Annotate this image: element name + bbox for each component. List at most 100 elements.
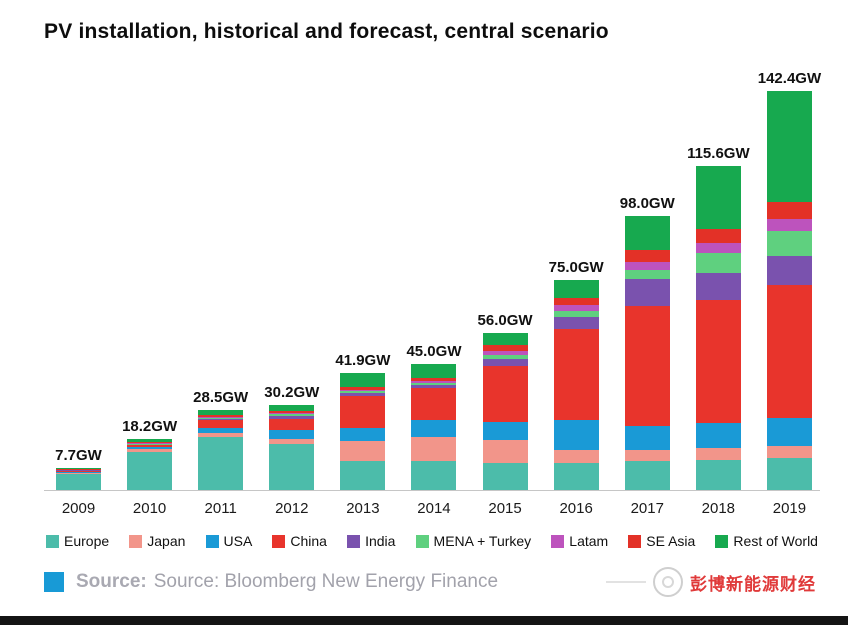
x-tick-2010: 2010 [132, 500, 167, 517]
bar-column-2013: 41.9GW [335, 352, 390, 490]
legend-label-rest-of-world: Rest of World [733, 533, 818, 549]
bar-segment-latam [127, 443, 173, 445]
bar-segment-japan [56, 472, 101, 475]
watermark-logo-icon [653, 567, 683, 597]
bar-segment-rest-of-world [269, 405, 315, 412]
bar-segment-china [127, 445, 173, 447]
legend-swatch-china [272, 534, 286, 548]
bar-segment-latam [269, 413, 315, 415]
bar-segment-latam [411, 380, 457, 384]
bar-segment-europe [766, 457, 812, 490]
bar-segment-latam [766, 219, 812, 232]
bar-segment-china [411, 388, 457, 421]
legend-swatch-europe [46, 534, 59, 548]
bar-segment-usa [269, 429, 315, 439]
bar-total-label-2014: 45.0GW [406, 343, 462, 361]
bar-segment-usa [482, 422, 528, 440]
chart-title: PV installation, historical and forecast… [44, 20, 609, 43]
legend-item-mena-turkey: MENA + Turkey [415, 533, 532, 549]
bar-column-2009: 7.7GW [55, 447, 102, 490]
bar-segment-mena-turkey [766, 231, 812, 256]
bar-segment-china [624, 306, 670, 427]
bar-column-2011: 28.5GW [193, 389, 248, 490]
bar-segment-rest-of-world [411, 364, 457, 378]
x-tick-2016: 2016 [559, 500, 593, 517]
bar-segment-china [340, 396, 386, 429]
bar-segment-se-asia [127, 442, 173, 444]
x-tick-2012: 2012 [275, 500, 309, 517]
stacked-bar-2009 [56, 468, 101, 490]
bar-total-label-2010: 18.2GW [122, 417, 178, 435]
source-text: Source: Bloomberg New Energy Finance [153, 571, 499, 592]
legend-item-latam: Latam [551, 533, 608, 549]
bar-segment-india [198, 418, 244, 421]
bar-segment-latam [482, 351, 528, 355]
legend-label-europe: Europe [64, 533, 110, 549]
stacked-bar-2010 [127, 438, 173, 490]
bar-segment-mena-turkey [695, 252, 741, 273]
bar-segment-latam [695, 243, 741, 253]
bar-total-label-2017: 98.0GW [619, 194, 675, 212]
bar-segment-europe [340, 460, 386, 490]
bar-segment-usa [340, 428, 386, 442]
bar-segment-mena-turkey [411, 383, 457, 386]
source-label: Source: [76, 571, 147, 592]
legend-label-se-asia: SE Asia [646, 533, 696, 549]
x-tick-2011: 2011 [204, 500, 237, 517]
bar-segment-japan [482, 439, 528, 464]
stacked-bar-2011 [198, 410, 244, 490]
x-tick-2018: 2018 [701, 500, 736, 517]
bar-segment-india [553, 317, 599, 330]
watermark: 彭博新能源财经 [606, 567, 820, 597]
bar-segment-usa [198, 427, 244, 434]
legend-swatch-mena-turkey [415, 534, 429, 548]
bar-segment-rest-of-world [56, 468, 101, 470]
bar-segment-india [127, 444, 173, 446]
bar-segment-rest-of-world [482, 333, 528, 346]
bar-segment-usa [553, 420, 599, 450]
legend-label-india: India [365, 533, 396, 549]
bar-segment-china [198, 420, 244, 428]
bar-segment-europe [695, 459, 741, 490]
bar-segment-mena-turkey [482, 354, 528, 359]
bar-segment-se-asia [56, 469, 101, 470]
bar-total-label-2016: 75.0GW [548, 259, 604, 277]
watermark-line [606, 581, 646, 583]
x-tick-2009: 2009 [61, 500, 96, 517]
bar-total-label-2009: 7.7GW [55, 447, 102, 465]
bar-segment-india [766, 255, 812, 286]
legend-label-mena-turkey: MENA + Turkey [433, 533, 532, 549]
bar-segment-rest-of-world [198, 410, 244, 416]
bar-segment-europe [56, 474, 101, 490]
bar-segment-latam [553, 305, 599, 312]
bar-segment-india [695, 272, 741, 300]
bar-segment-rest-of-world [340, 372, 386, 387]
bar-segment-india [411, 385, 457, 389]
bar-segment-se-asia [482, 345, 528, 352]
legend-item-europe: Europe [46, 533, 109, 549]
x-tick-2017: 2017 [630, 500, 664, 517]
bar-segment-japan [695, 447, 741, 460]
bar-segment-se-asia [340, 386, 386, 390]
bar-segment-se-asia [695, 229, 741, 244]
bar-segment-rest-of-world [553, 280, 599, 298]
bar-segment-usa [127, 446, 173, 450]
legend-label-japan: Japan [147, 533, 186, 549]
watermark-text: 彭博新能源财经 [690, 574, 816, 594]
legend-swatch-rest-of-world [715, 534, 729, 548]
bottom-black-bar [0, 616, 848, 625]
x-tick-2013: 2013 [346, 500, 380, 517]
bar-segment-mena-turkey [340, 391, 386, 394]
bar-segment-mena-turkey [127, 444, 173, 445]
bar-segment-mena-turkey [553, 311, 599, 318]
chart: 7.7GW 18.2GW 28.5GW 30.2GW 41.9GW 45.0GW 56.0G… [44, 60, 821, 549]
bar-segment-se-asia [766, 201, 812, 220]
bar-segment-usa [695, 423, 741, 448]
bar-segment-japan [553, 449, 599, 464]
bar-segment-china [269, 418, 315, 430]
bar-segment-japan [340, 441, 386, 461]
bar-segment-india [624, 279, 670, 307]
bar-segment-rest-of-world [695, 166, 741, 230]
legend-swatch-se-asia [628, 534, 642, 548]
